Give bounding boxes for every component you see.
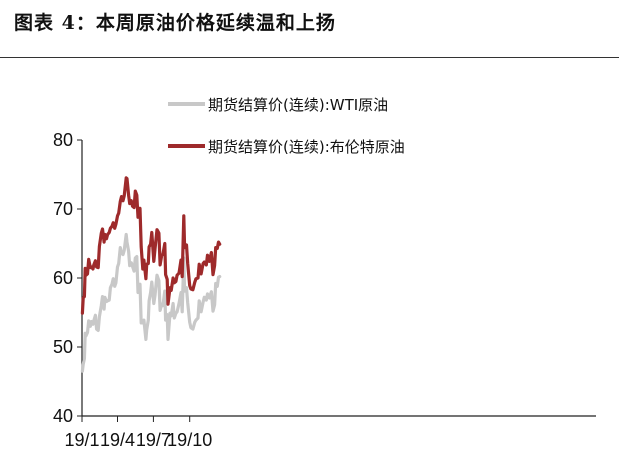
- x-tick-label: 19/1: [64, 430, 99, 450]
- title-divider: [0, 57, 619, 58]
- x-tick-label: 19/10: [167, 430, 212, 450]
- y-tick-label: 50: [53, 337, 73, 357]
- y-tick-label: 80: [53, 130, 73, 150]
- y-tick-label: 60: [53, 268, 73, 288]
- x-tick-label: 19/7: [136, 430, 171, 450]
- chart-title: 图表 4：本周原油价格延续温和上扬: [14, 12, 336, 34]
- y-tick-label: 40: [53, 406, 73, 426]
- legend-label-brent: 期货结算价(连续):布伦特原油: [208, 138, 405, 156]
- wti-series-line: [80, 232, 222, 373]
- brent-series-line: [80, 176, 222, 315]
- legend-label-wti: 期货结算价(连续):WTI原油: [208, 96, 388, 114]
- y-tick-label: 70: [53, 199, 73, 219]
- x-tick-label: 19/4: [100, 430, 135, 450]
